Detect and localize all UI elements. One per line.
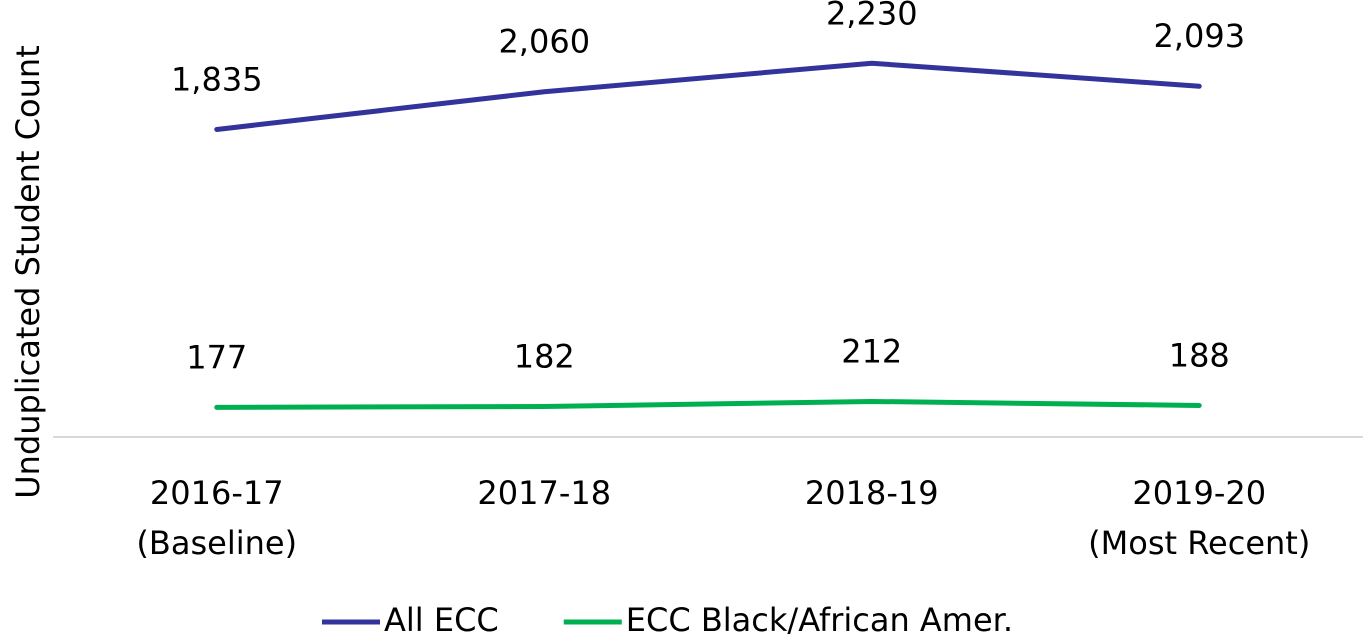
data-label: 188	[1169, 336, 1230, 374]
x-tick-label: 2016-17 (Baseline)	[136, 474, 297, 562]
x-tick-label: 2017-18	[477, 474, 611, 512]
data-label: 1,835	[171, 60, 263, 98]
x-tick-label: 2019-20 (Most Recent)	[1088, 474, 1310, 562]
series-line	[214, 60, 1202, 132]
data-label: 2,060	[498, 23, 590, 61]
data-label: 2,093	[1153, 17, 1245, 55]
data-label: 2,230	[826, 0, 918, 32]
x-tick-label: 2018-19	[805, 474, 939, 512]
data-label: 177	[186, 338, 247, 376]
data-label: 182	[514, 337, 575, 375]
legend-label: All ECC	[384, 601, 499, 639]
legend-label: ECC Black/African Amer.	[626, 601, 1013, 639]
y-axis-label: Unduplicated Student Count	[9, 45, 47, 498]
data-label: 212	[841, 332, 902, 370]
series-line	[214, 398, 1202, 410]
